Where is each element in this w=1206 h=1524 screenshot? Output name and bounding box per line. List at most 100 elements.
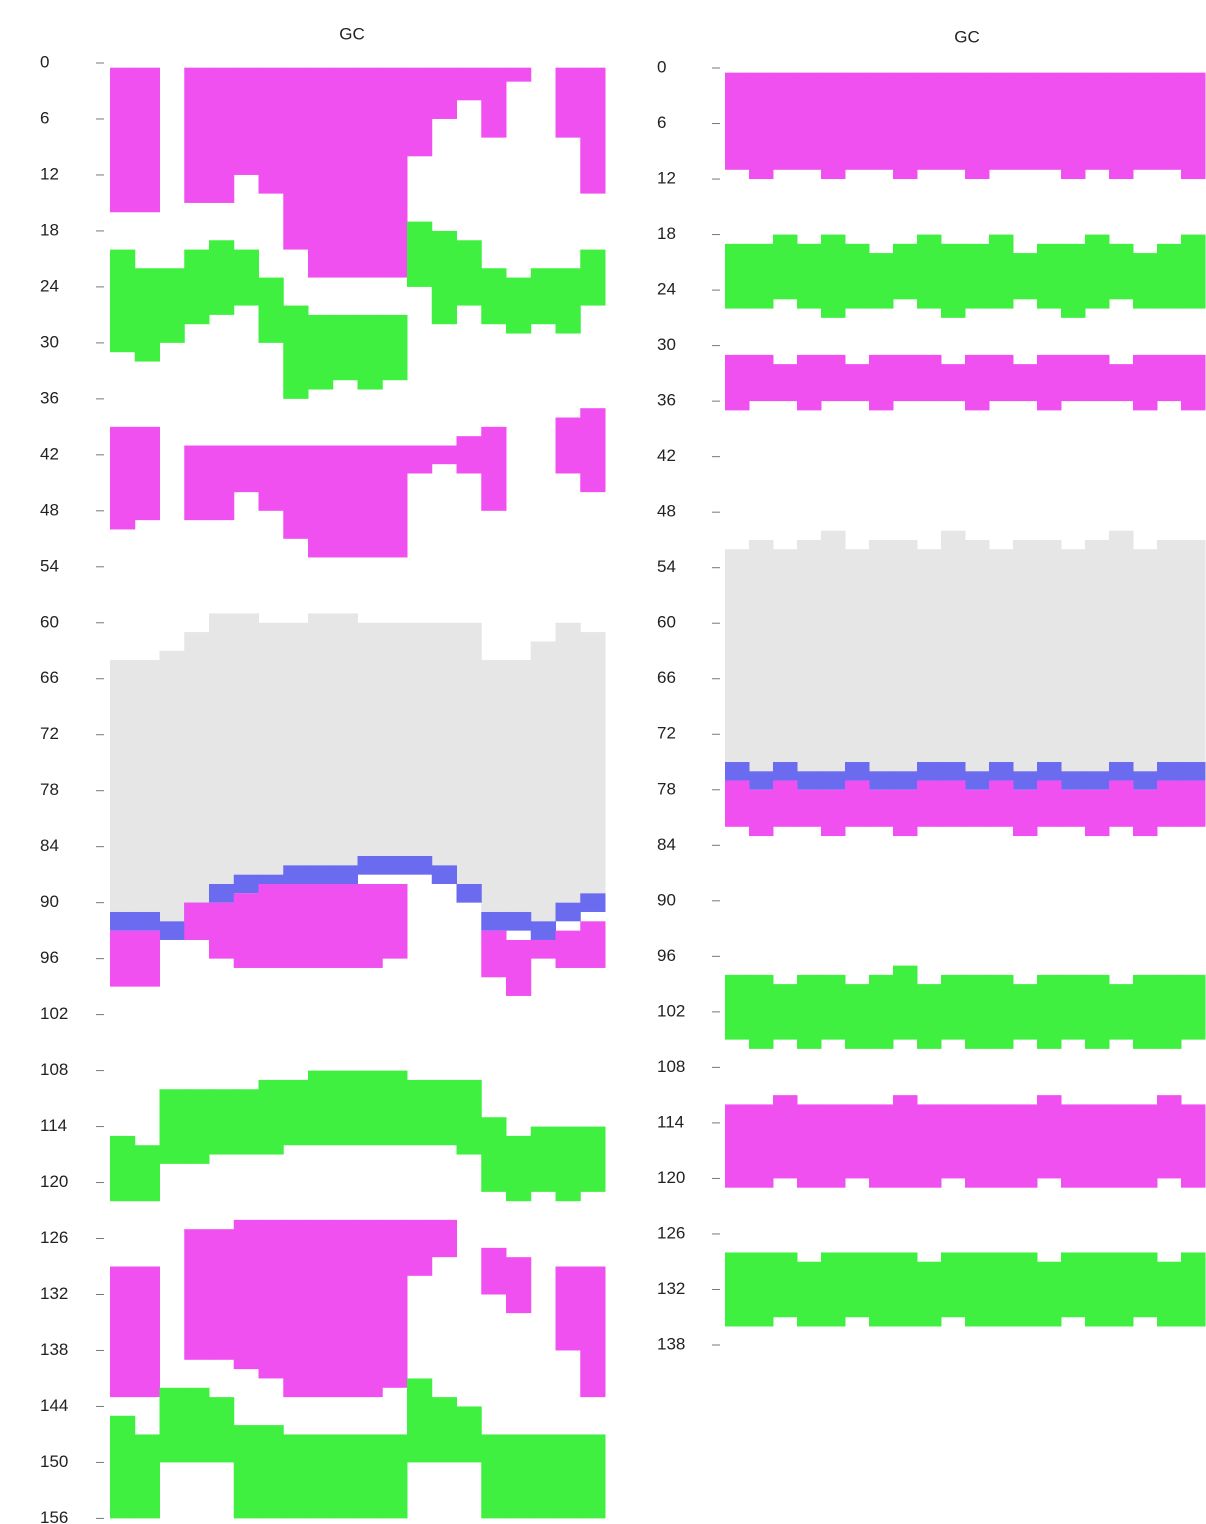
band-segment [134, 930, 160, 987]
band-segment [1085, 234, 1110, 309]
band-segment [357, 314, 383, 390]
y-tick-label: 42 [40, 444, 59, 463]
band-segment [893, 539, 918, 772]
y-tick-label: 84 [40, 836, 59, 855]
band-segment [308, 445, 334, 558]
band-segment [965, 539, 990, 772]
band-segment [1109, 984, 1134, 1040]
band-segment [1085, 72, 1110, 170]
band-segment [159, 1387, 185, 1463]
band-segment [845, 364, 870, 402]
band-segment [1157, 72, 1182, 170]
band-segment [821, 771, 846, 790]
band-segment [989, 234, 1014, 309]
band-segment [184, 1229, 210, 1360]
band-segment [382, 1219, 408, 1388]
band-segment [941, 762, 966, 781]
y-tick-label: 42 [657, 446, 676, 465]
band-segment [555, 1434, 581, 1519]
band-segment [749, 1252, 774, 1327]
band-segment [382, 67, 408, 278]
y-tick-label: 6 [657, 113, 666, 132]
y-tick-label: 102 [40, 1004, 68, 1023]
band-segment [283, 445, 309, 539]
y-tick-label: 78 [40, 780, 59, 799]
band-segment [893, 1252, 918, 1327]
band-segment [407, 67, 433, 157]
band-segment [431, 230, 457, 325]
y-tick-label: 90 [657, 890, 676, 909]
band-segment [134, 911, 160, 931]
band-segment [184, 249, 210, 325]
y-tick-label: 120 [40, 1172, 68, 1191]
band-segment [1157, 780, 1182, 827]
band-segment [407, 622, 433, 857]
band-segment [332, 445, 358, 558]
band-segment [357, 67, 383, 278]
y-tick-label: 96 [657, 946, 676, 965]
band-segment [725, 780, 750, 827]
band-segment [209, 67, 235, 203]
band-segment [283, 1434, 309, 1519]
band-segment [357, 622, 383, 857]
band-segment [1157, 354, 1182, 402]
band-segment [308, 1219, 334, 1398]
band-segment [580, 1434, 606, 1519]
band-segment [407, 1079, 433, 1146]
band-segment [1109, 72, 1134, 180]
band-segment [869, 974, 894, 1049]
y-tick-label: 72 [657, 724, 676, 743]
band-segment [332, 67, 358, 278]
band-segment [797, 354, 822, 411]
band-segment [725, 1104, 750, 1188]
band-segment [258, 277, 284, 343]
band-segment [110, 67, 136, 213]
band-segment [456, 67, 482, 101]
band-segment [332, 865, 358, 884]
band-segment [893, 965, 918, 1040]
y-tick-label: 0 [657, 57, 666, 76]
band-segment [580, 249, 606, 306]
y-tick-label: 138 [657, 1334, 685, 1353]
band-segment [382, 314, 408, 381]
y-tick-label: 48 [657, 502, 676, 521]
band-segment [1013, 984, 1038, 1040]
band-segment [1157, 539, 1182, 763]
band-segment [1109, 762, 1134, 781]
band-segment [506, 911, 532, 931]
band-segment [749, 354, 774, 402]
band-segment [308, 613, 334, 866]
band-segment [110, 930, 136, 987]
band-segment [209, 445, 235, 521]
band-segment [1181, 354, 1206, 411]
band-segment [481, 67, 507, 138]
band-segment [773, 1252, 798, 1318]
band-segment [580, 1126, 606, 1192]
band-segment [1133, 354, 1158, 411]
y-tick-label: 30 [657, 335, 676, 354]
y-tick-label: 114 [40, 1116, 67, 1135]
band-segment [917, 1261, 942, 1327]
band-segment [1037, 1261, 1062, 1327]
band-segment [530, 921, 556, 940]
band-segment [481, 911, 507, 931]
band-segment [797, 243, 822, 309]
band-segment [749, 72, 774, 180]
band-segment [258, 1079, 284, 1155]
band-segment [481, 1117, 507, 1192]
band-segment [1013, 253, 1038, 300]
band-segment [134, 660, 160, 912]
band-segment [456, 1406, 482, 1463]
band-segment [1181, 1252, 1206, 1327]
band-segment [233, 1089, 259, 1155]
band-segment [530, 1434, 556, 1519]
band-segment [749, 974, 774, 1049]
band-segment [893, 789, 918, 837]
band-segment [821, 789, 846, 837]
y-tick-label: 60 [40, 612, 59, 631]
band-segment [941, 780, 966, 827]
band-segment [1181, 72, 1206, 180]
band-segment [332, 314, 358, 381]
band-segment [332, 1219, 358, 1398]
band-segment [1157, 974, 1182, 1049]
